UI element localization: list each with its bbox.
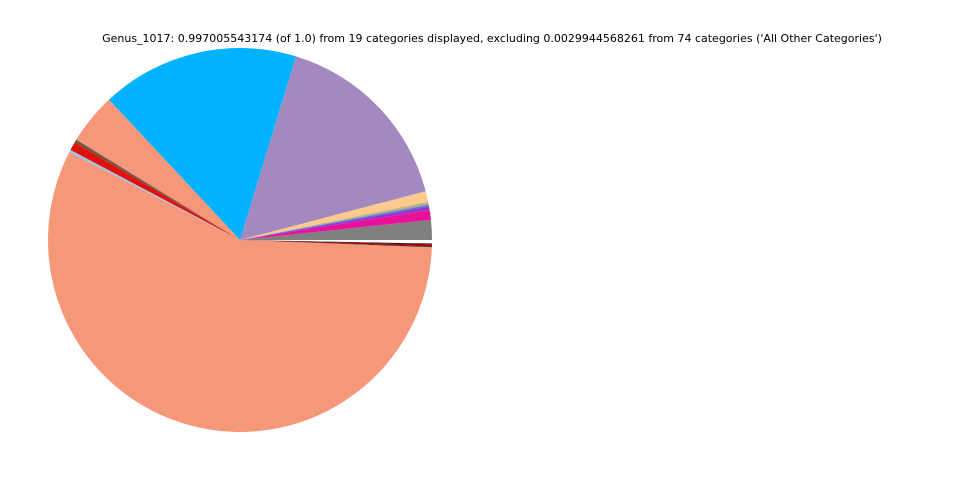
- pie-slice: [240, 203, 429, 240]
- pie-slice: [240, 240, 432, 245]
- pie-slice: [240, 191, 429, 240]
- pie-slice: [240, 209, 431, 240]
- pie-slice: [70, 142, 241, 240]
- pie-slice: [69, 149, 240, 240]
- pie-slice: [47, 152, 432, 433]
- pie-slice: [240, 240, 432, 247]
- pie-slice: [240, 204, 430, 240]
- pie-slice: [240, 206, 430, 240]
- pie-slice: [69, 151, 240, 240]
- pie-slice: [75, 139, 240, 240]
- pie-slice: [240, 219, 432, 240]
- pie-slice: [240, 240, 432, 248]
- pie-slice: [240, 201, 429, 240]
- pie-slice: [108, 48, 296, 240]
- chart-title: Genus_1017: 0.997005543174 (of 1.0) from…: [102, 32, 882, 45]
- pie-slice: [240, 56, 426, 240]
- pie-slice: [76, 99, 240, 241]
- pie-slice: [74, 141, 240, 240]
